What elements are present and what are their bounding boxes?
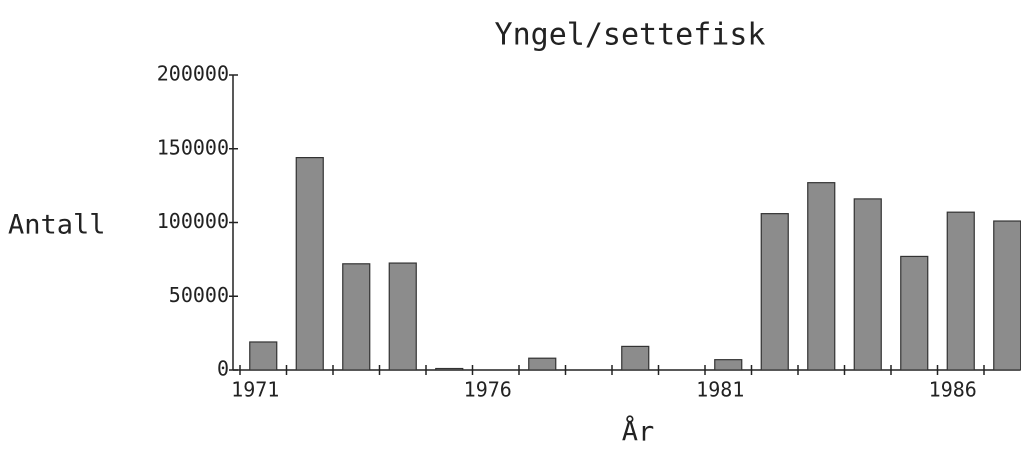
bar (853, 198, 882, 371)
y-tick-label: 0 (217, 357, 229, 381)
bar (528, 357, 557, 371)
bar (621, 345, 650, 371)
x-tick-label: 1981 (696, 378, 744, 402)
bar (388, 262, 417, 371)
bar (993, 220, 1021, 371)
x-tick-label: 1976 (464, 378, 512, 402)
y-tick-label: 100000 (157, 209, 229, 233)
y-tick-label: 50000 (169, 283, 229, 307)
bar (435, 367, 464, 371)
x-tick-label: 1986 (929, 378, 977, 402)
bar (760, 213, 789, 371)
bar (295, 157, 324, 371)
bar (900, 255, 929, 371)
bar (946, 211, 975, 371)
bar (807, 182, 836, 371)
bar (714, 359, 743, 371)
x-tick-label: 1971 (231, 378, 279, 402)
bar (249, 341, 278, 371)
y-tick-label: 150000 (157, 135, 229, 159)
chart-title: Yngel/settefisk (495, 18, 766, 53)
x-axis-label: År (622, 416, 655, 448)
y-tick-label: 200000 (157, 62, 229, 86)
bar (342, 263, 371, 371)
y-axis-label: Antall (8, 210, 106, 241)
